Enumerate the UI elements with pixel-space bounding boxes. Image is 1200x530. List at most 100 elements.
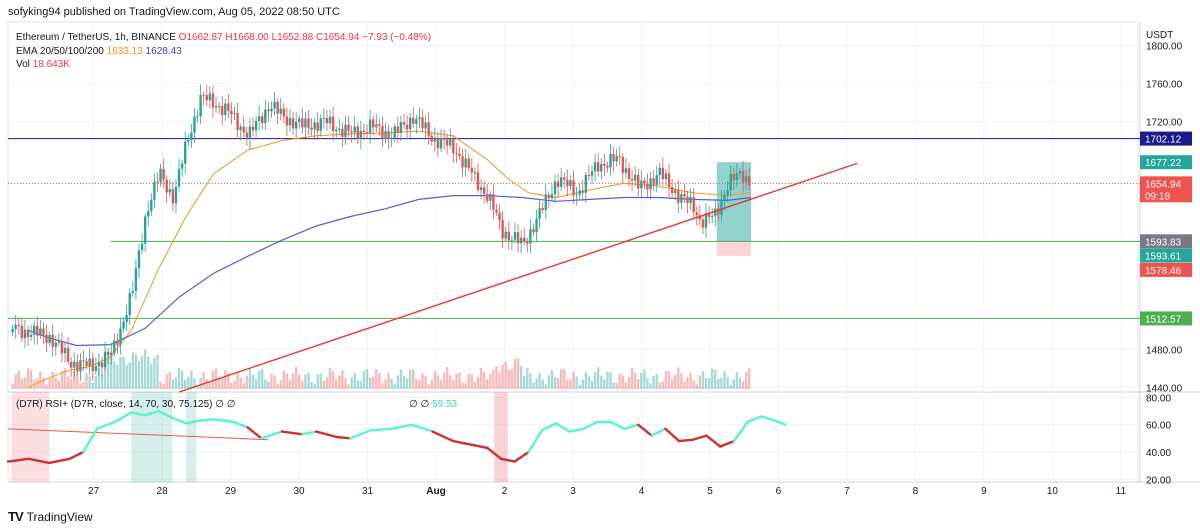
- volume-bar: [476, 376, 480, 389]
- candle-body: [532, 229, 535, 233]
- candle-body: [279, 108, 282, 114]
- candle-body: [578, 190, 581, 195]
- volume-bar: [704, 378, 708, 389]
- price-tag: [1140, 248, 1192, 263]
- publish-header: sofyking94 published on TradingView.com,…: [8, 6, 340, 18]
- volume-bar: [470, 374, 474, 389]
- candle-body: [156, 181, 159, 183]
- candle-body: [652, 178, 655, 185]
- candle-body: [445, 139, 449, 146]
- volume-bar: [91, 382, 94, 389]
- volume-bar: [670, 378, 674, 389]
- candle-body: [538, 207, 541, 219]
- volume-bar: [516, 358, 520, 389]
- volume-bar: [421, 372, 424, 389]
- volume-bar: [316, 374, 319, 389]
- candle-body: [643, 180, 646, 184]
- candle-body: [501, 220, 504, 239]
- candle-body: [674, 190, 677, 194]
- volume-bar: [492, 369, 495, 389]
- tradingview-logo[interactable]: TV TradingView: [8, 509, 93, 524]
- volume-bar: [683, 381, 686, 389]
- candle-body: [747, 176, 751, 186]
- volume-bar: [674, 375, 677, 389]
- volume-bar: [637, 379, 640, 389]
- volume-bar: [600, 375, 603, 389]
- volume-bar: [180, 370, 184, 389]
- volume-bar: [529, 373, 532, 389]
- rsi-segment: [582, 420, 599, 431]
- legend-title-row: Ethereum / TetherUS, 1h, BINANCE O1662.8…: [16, 31, 431, 45]
- time-tick-label: 11: [1116, 486, 1127, 497]
- volume-bar: [424, 375, 427, 389]
- candle-body: [82, 360, 85, 362]
- volume-bar: [489, 374, 492, 389]
- volume-bar: [79, 383, 82, 389]
- volume-bar: [458, 372, 461, 389]
- volume-bar: [341, 370, 344, 389]
- rsi-marks: ∅ ∅: [215, 399, 236, 410]
- candle-body: [122, 321, 125, 329]
- time-tick-label: 9: [981, 486, 987, 497]
- candle-body: [307, 118, 310, 128]
- volume-bar: [116, 364, 119, 389]
- volume-bar: [347, 384, 350, 389]
- volume-bar: [433, 371, 437, 389]
- price-tick-label: 1720.00: [1146, 118, 1183, 129]
- candle-body: [667, 173, 671, 187]
- candle-body: [621, 157, 625, 173]
- candle-body: [100, 362, 104, 368]
- candle-body: [217, 106, 221, 108]
- volume-bar: [11, 383, 14, 389]
- candle-body: [153, 181, 156, 200]
- candle-body: [193, 116, 196, 133]
- candle-body: [415, 119, 418, 124]
- chart-legend: Ethereum / TetherUS, 1h, BINANCE O1662.8…: [16, 31, 431, 72]
- candle-body: [704, 213, 708, 228]
- volume-bar: [279, 380, 282, 389]
- candle-body: [695, 212, 698, 216]
- candle-body: [461, 156, 464, 168]
- candle-body: [714, 208, 717, 216]
- rsi-tick-label: 60.00: [1146, 421, 1171, 432]
- volume-bar: [698, 375, 702, 389]
- volume-bar: [217, 377, 221, 389]
- rsi-segment: [82, 427, 99, 454]
- rsi-zone: [494, 392, 508, 482]
- candle-body: [159, 168, 162, 183]
- candle-body: [313, 122, 316, 130]
- candle-body: [427, 122, 430, 136]
- volume-bar: [523, 375, 526, 389]
- volume-bar: [282, 370, 286, 389]
- volume-bar: [452, 380, 455, 389]
- volume-bar: [473, 381, 477, 389]
- candle-body: [341, 128, 344, 137]
- candle-body: [408, 117, 412, 130]
- candle-body: [726, 190, 729, 196]
- rsi-tick-label: 20.00: [1146, 475, 1171, 486]
- rsi-segment: [301, 430, 318, 436]
- volume-bar: [270, 373, 273, 389]
- volume-bar: [319, 373, 323, 389]
- volume-bar: [686, 377, 689, 389]
- volume-bar: [547, 375, 551, 389]
- candle-body: [214, 106, 218, 108]
- candle-body: [387, 131, 390, 140]
- candle-body: [717, 208, 720, 215]
- time-tick-label: 27: [88, 486, 100, 497]
- vol-label: Vol: [16, 59, 30, 70]
- candle-body: [14, 324, 17, 329]
- candle-body: [205, 95, 208, 101]
- rsi-segment: [664, 427, 681, 443]
- candle-body: [439, 137, 443, 149]
- volume-bar: [190, 370, 193, 389]
- price-tick-label: 1800.00: [1146, 42, 1183, 53]
- candle-body: [20, 325, 24, 339]
- candle-body: [184, 141, 187, 164]
- volume-bar: [726, 376, 729, 389]
- rsi-segment: [636, 423, 653, 437]
- volume-bar: [239, 377, 242, 389]
- volume-bar: [479, 367, 483, 389]
- candle-body: [350, 131, 353, 133]
